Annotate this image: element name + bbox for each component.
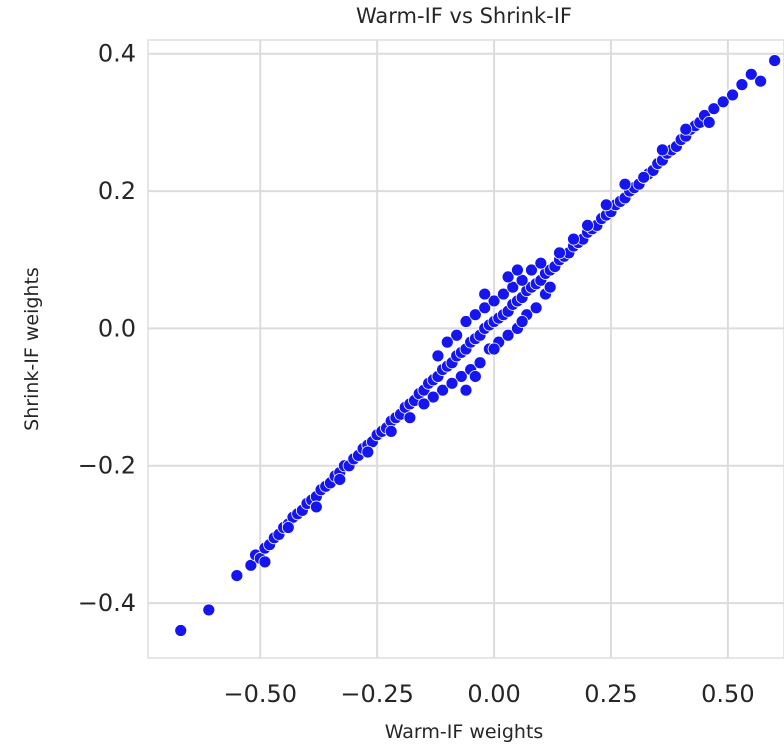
data-point xyxy=(679,122,693,136)
data-point xyxy=(553,246,566,260)
x-tick-labels: −0.50 −0.25 0.00 0.25 0.50 xyxy=(223,680,754,708)
x-axis-label: Warm-IF weights xyxy=(385,721,544,743)
data-point xyxy=(487,294,501,308)
chart-title: Warm-IF vs Shrink-IF xyxy=(356,4,572,28)
data-point xyxy=(768,54,782,67)
data-point xyxy=(534,256,548,270)
data-point xyxy=(525,263,538,277)
y-tick-label: 0.4 xyxy=(98,40,136,68)
data-point xyxy=(468,370,482,383)
data-point xyxy=(716,95,730,109)
data-point xyxy=(487,342,501,356)
data-point xyxy=(468,308,482,322)
data-point xyxy=(459,383,473,397)
data-point xyxy=(637,170,651,184)
data-point xyxy=(599,198,613,212)
data-point xyxy=(567,232,580,246)
data-point xyxy=(445,376,459,390)
x-tick-label: −0.25 xyxy=(340,680,414,708)
y-axis-label: Shrink-IF weights xyxy=(21,267,43,431)
data-point xyxy=(501,270,515,284)
data-point xyxy=(174,624,188,637)
data-point xyxy=(309,500,323,514)
y-tick-label: 0.2 xyxy=(98,177,136,205)
data-point xyxy=(230,569,244,582)
y-tick-label: 0.0 xyxy=(98,314,136,342)
data-point xyxy=(450,328,464,342)
data-point xyxy=(543,280,557,294)
data-point xyxy=(478,287,492,301)
data-point xyxy=(515,315,529,328)
data-point xyxy=(744,67,758,81)
data-point xyxy=(478,301,492,315)
x-tick-label: 0.00 xyxy=(467,680,520,708)
x-tick-label: 0.50 xyxy=(701,680,754,708)
data-point xyxy=(726,88,739,102)
data-point xyxy=(440,335,454,349)
x-tick-label: −0.50 xyxy=(223,680,297,708)
data-point xyxy=(529,301,543,315)
data-point xyxy=(417,397,431,411)
data-point xyxy=(384,424,398,438)
data-point xyxy=(436,383,450,397)
data-point xyxy=(511,263,524,277)
data-point xyxy=(707,102,721,116)
data-point xyxy=(497,287,510,301)
data-point xyxy=(431,349,445,363)
x-tick-label: 0.25 xyxy=(584,680,637,708)
data-point xyxy=(754,74,768,88)
data-point xyxy=(656,143,669,157)
data-point xyxy=(459,315,473,328)
data-point xyxy=(333,473,347,486)
data-point xyxy=(454,370,468,383)
data-point xyxy=(403,411,417,425)
y-tick-labels: −0.4 −0.2 0.0 0.2 0.4 xyxy=(78,40,136,617)
data-point xyxy=(581,218,594,232)
data-point xyxy=(361,445,375,459)
y-tick-label: −0.2 xyxy=(78,452,136,480)
data-point xyxy=(426,390,440,404)
data-point xyxy=(258,555,272,569)
data-point xyxy=(702,116,716,129)
data-point xyxy=(281,521,295,534)
data-point xyxy=(735,78,749,92)
grid-lines xyxy=(148,40,784,658)
data-point xyxy=(202,603,216,617)
data-points xyxy=(174,54,782,637)
data-point xyxy=(501,328,515,342)
data-point xyxy=(473,356,487,370)
y-tick-label: −0.4 xyxy=(78,589,136,617)
data-point xyxy=(618,177,632,191)
